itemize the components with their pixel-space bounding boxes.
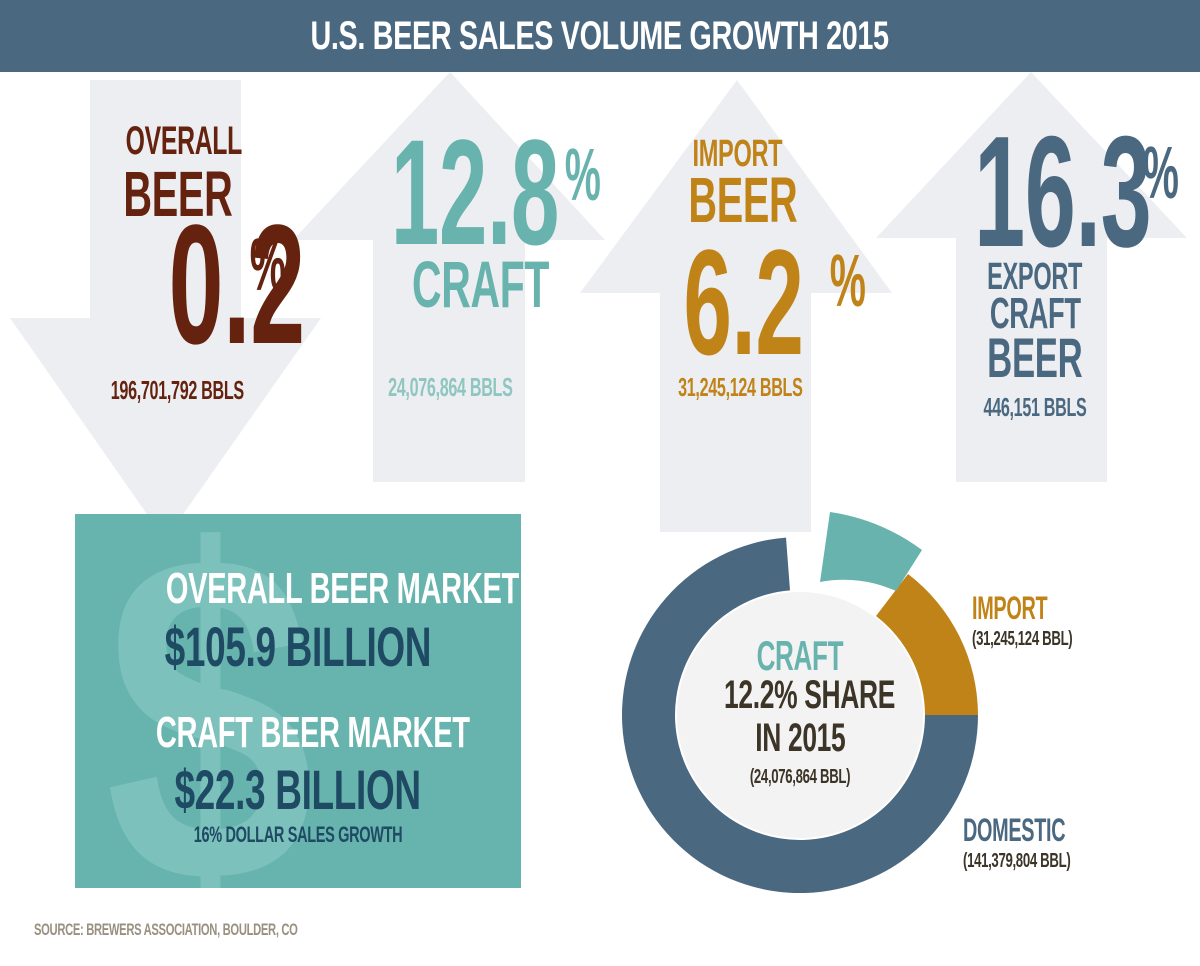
donut-center-volume: (24,076,864 BBL) bbox=[749, 766, 851, 788]
import-volume: 31,245,124 BBLS bbox=[678, 372, 803, 402]
page-title: U.S. BEER SALES VOLUME GROWTH 2015 bbox=[310, 13, 890, 58]
overall-market-label: OVERALL BEER MARKET bbox=[165, 564, 519, 613]
label-line: CRAFT bbox=[989, 289, 1081, 338]
up-arrow-icon bbox=[876, 72, 1187, 482]
donut-center-share: 12.2% SHARE bbox=[724, 673, 896, 717]
label-line: IMPORT bbox=[692, 133, 783, 175]
legend-import-volume: (31,245,124 BBL) bbox=[972, 628, 1073, 650]
percent-sign: % bbox=[564, 133, 601, 216]
overall-market-value: $105.9 BILLION bbox=[164, 615, 432, 678]
label-line: OVERALL bbox=[125, 119, 243, 163]
donut-segment-craft bbox=[820, 512, 922, 591]
down-arrow-icon bbox=[10, 80, 321, 540]
up-arrow-icon bbox=[293, 72, 605, 482]
donut-center-year: IN 2015 bbox=[754, 716, 846, 760]
legend-domestic-volume: (141,379,804 BBL) bbox=[963, 850, 1071, 872]
market-share-donut-chart bbox=[622, 512, 978, 894]
growth-number: 0.2 bbox=[168, 190, 305, 380]
legend-domestic-label: DOMESTIC bbox=[963, 812, 1066, 848]
percent-sign: % bbox=[829, 239, 866, 322]
import-beer-label: IMPORT BEER bbox=[655, 133, 820, 236]
label-line: BEER bbox=[688, 164, 798, 236]
overall-beer-growth-value: 0.2 bbox=[70, 200, 305, 370]
overall-beer-label: OVERALL BEER bbox=[90, 117, 250, 230]
source-citation: SOURCE: BREWERS ASSOCIATION, BOULDER, CO bbox=[34, 920, 298, 939]
craft-label: CRAFT bbox=[412, 247, 550, 321]
craft-growth-value: 12.8 bbox=[390, 108, 560, 276]
legend-import-label: IMPORT bbox=[972, 590, 1048, 626]
market-value-panel: $ OVERALL BEER MARKET $105.9 BILLION CRA… bbox=[75, 514, 521, 888]
percent-sign: % bbox=[249, 223, 286, 306]
craft-volume: 24,076,864 BBLS bbox=[388, 372, 513, 402]
label-line: BEER bbox=[123, 158, 233, 230]
percent-sign: % bbox=[1142, 131, 1179, 214]
label-line: BEER bbox=[987, 326, 1083, 389]
donut-segment-domestic bbox=[622, 537, 978, 894]
export-growth-value: 16.3 bbox=[974, 104, 1152, 280]
craft-market-value: $22.3 BILLION bbox=[174, 758, 422, 821]
label-line: EXPORT bbox=[987, 256, 1083, 298]
dollar-sign-icon: $ bbox=[105, 514, 315, 888]
export-craft-beer-label: EXPORT CRAFT BEER bbox=[955, 256, 1115, 389]
import-growth-value: 6.2 bbox=[683, 218, 804, 386]
up-arrow-icon bbox=[580, 80, 892, 532]
donut-segment-import bbox=[876, 574, 978, 715]
craft-sales-growth: 16% DOLLAR SALES GROWTH bbox=[193, 822, 403, 847]
header-banner: U.S. BEER SALES VOLUME GROWTH 2015 bbox=[0, 0, 1200, 72]
craft-market-label: CRAFT BEER MARKET bbox=[155, 708, 470, 757]
overall-beer-volume: 196,701,792 BBLS bbox=[110, 375, 244, 405]
donut-center-title: CRAFT bbox=[756, 632, 844, 679]
export-volume: 446,151 BBLS bbox=[983, 392, 1087, 422]
